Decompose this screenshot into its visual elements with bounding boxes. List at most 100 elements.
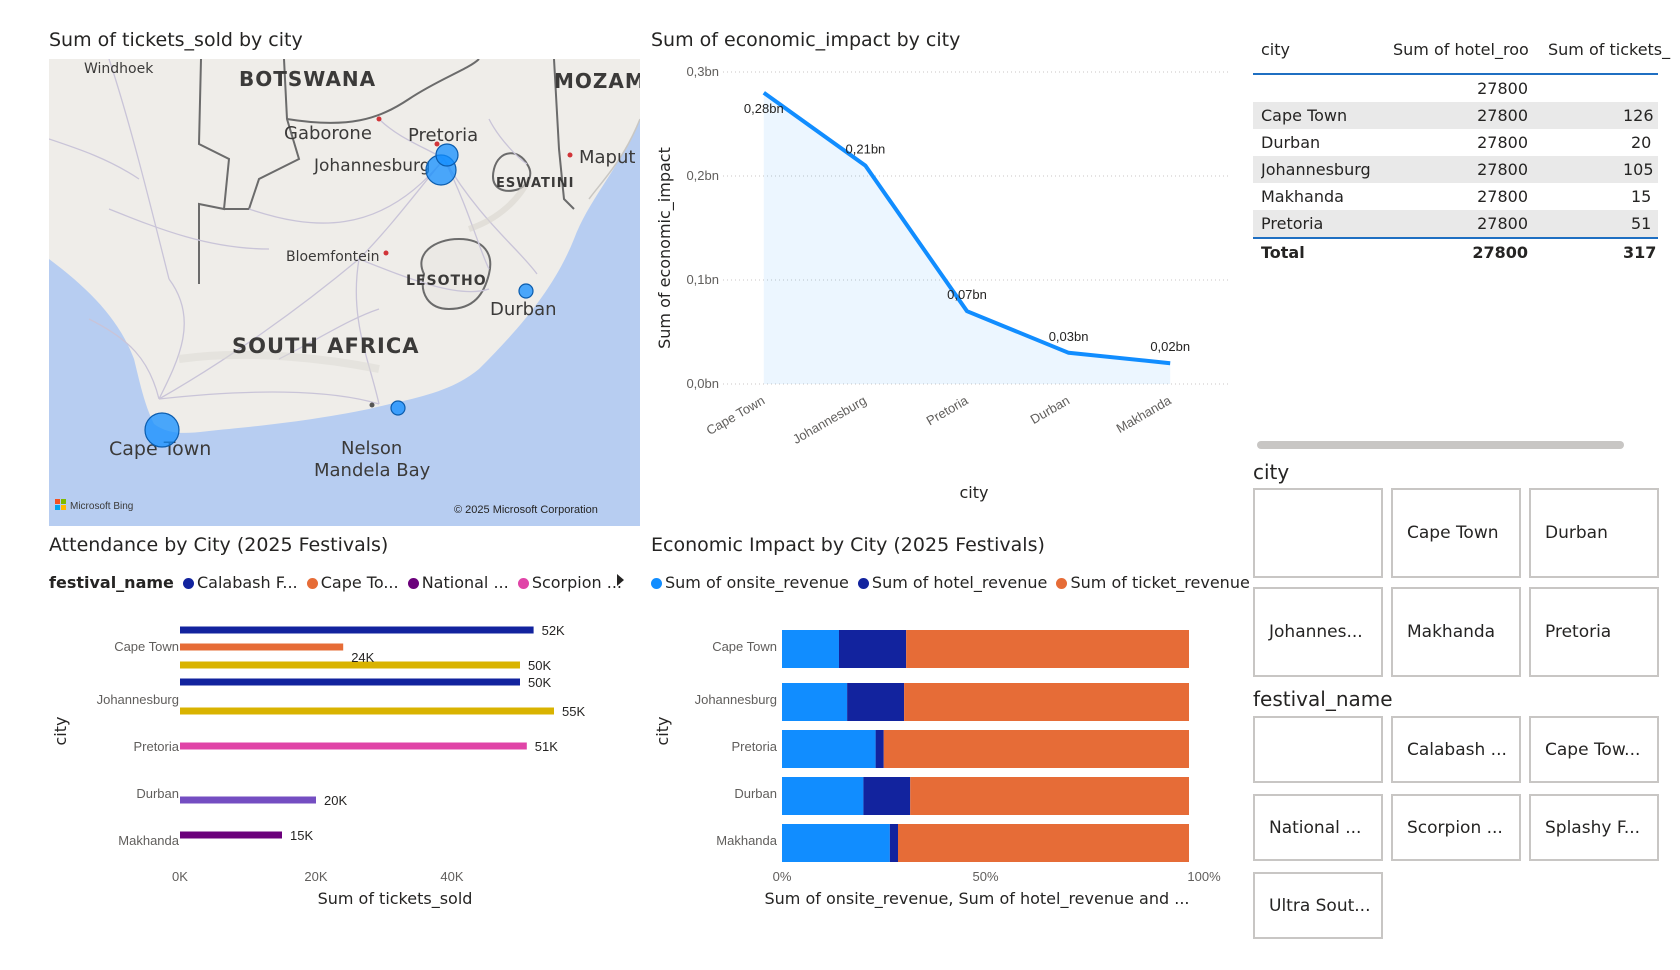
- attendance-chart-title: Attendance by City (2025 Festivals): [49, 534, 389, 556]
- map-label-cape-town: Cape Town: [109, 438, 211, 460]
- bar-label: 15K: [290, 828, 313, 843]
- cell-city: Pretoria: [1261, 214, 1324, 233]
- stack-segment-johannesburg-0[interactable]: [782, 683, 848, 721]
- stack-segment-cape-town-0[interactable]: [782, 630, 839, 668]
- festival-slicer-tile-scorpion[interactable]: Scorpion ...: [1391, 794, 1521, 861]
- legend-item-onsite-revenue[interactable]: Sum of onsite_revenue: [665, 573, 849, 592]
- line-chart-gridlines: [723, 71, 1231, 385]
- stack-segment-durban-0[interactable]: [782, 777, 864, 815]
- line-chart-y-title: Sum of economic_impact: [655, 147, 675, 349]
- road-network: [49, 59, 538, 405]
- legend-dot-icon: [407, 578, 419, 589]
- table-row[interactable]: Pretoria 27800 51: [1253, 210, 1658, 237]
- attendance-bars[interactable]: [180, 626, 554, 839]
- line-chart-title: Sum of economic_impact by city: [651, 29, 961, 51]
- economic-chart-title: Economic Impact by City (2025 Festivals): [651, 534, 1045, 556]
- gaborone-marker: [376, 116, 382, 122]
- legend-item-hotel-revenue[interactable]: Sum of hotel_revenue: [871, 573, 1048, 592]
- legend-item-scorpion[interactable]: Scorpion ...: [531, 573, 623, 592]
- stack-segment-durban-1[interactable]: [863, 777, 911, 815]
- bar-durban[interactable]: [180, 796, 316, 804]
- legend-item-national[interactable]: National ...: [421, 573, 509, 592]
- bar-label: 50K: [528, 675, 551, 690]
- x-tick-makhanda: Makhanda: [1114, 392, 1175, 436]
- data-label-makhanda: 0,02bn: [1150, 339, 1190, 354]
- festival-slicer-tile-splashy[interactable]: Splashy F...: [1529, 794, 1659, 861]
- bar-johannesburg-festival-2[interactable]: [180, 707, 554, 715]
- table-horizontal-scrollbar[interactable]: [1257, 441, 1624, 449]
- stack-segment-makhanda-2[interactable]: [897, 824, 1189, 862]
- legend-item-cape-town[interactable]: Cape To...: [320, 573, 399, 592]
- map-label-mandela-bay: Mandela Bay: [314, 460, 431, 481]
- legend-item-calabash[interactable]: Calabash F...: [196, 573, 298, 592]
- city-slicer-tile-johannesburg[interactable]: Johannes...: [1253, 587, 1383, 677]
- stack-segment-durban-2[interactable]: [910, 777, 1189, 815]
- stack-segment-makhanda-1[interactable]: [889, 824, 898, 862]
- bubble-makhanda[interactable]: [390, 400, 406, 416]
- economic-bars[interactable]: [782, 630, 1189, 862]
- festival-slicer-tile-calabash[interactable]: Calabash ...: [1391, 716, 1521, 783]
- bubble-cape-town[interactable]: [144, 412, 180, 448]
- line-chart-x-axis: Cape Town Johannesburg Pretoria Durban M…: [704, 392, 1175, 447]
- stack-segment-johannesburg-2[interactable]: [904, 683, 1189, 721]
- map-label-johannesburg: Johannesburg: [313, 156, 431, 176]
- stack-segment-cape-town-2[interactable]: [906, 630, 1189, 668]
- economic-stacked-bar-chart[interactable]: Cape Town Johannesburg Pretoria Durban M…: [651, 600, 1247, 940]
- bar-johannesburg-calabash[interactable]: [180, 678, 520, 686]
- table-row[interactable]: Makhanda 27800 15: [1253, 183, 1658, 210]
- bubble-durban[interactable]: [518, 283, 534, 299]
- bar-cape-town-cape-town-festival[interactable]: [180, 643, 344, 651]
- pretoria-marker: [434, 141, 440, 147]
- legend-next-arrow-icon[interactable]: [617, 574, 624, 586]
- col-header-city[interactable]: city: [1261, 40, 1290, 59]
- data-table[interactable]: city Sum of hotel_rooms Sum of tickets_ …: [1253, 35, 1670, 266]
- table-row[interactable]: Durban 27800 20: [1253, 129, 1658, 156]
- festival-slicer-tile-national[interactable]: National ...: [1253, 794, 1383, 861]
- stack-segment-pretoria-2[interactable]: [883, 730, 1189, 768]
- bar-makhanda-national[interactable]: [180, 831, 282, 839]
- eswatini-border: [492, 152, 532, 192]
- festival-slicer-tile-cape-town[interactable]: Cape Tow...: [1529, 716, 1659, 783]
- bubble-map[interactable]: Windhoek BOTSWANA MOZAM Gaborone Pretori…: [49, 59, 640, 526]
- stack-segment-pretoria-1[interactable]: [875, 730, 884, 768]
- economic-y-title: city: [653, 717, 672, 746]
- festival-slicer-tile-ultra-south-africa[interactable]: Ultra Sout...: [1253, 872, 1383, 939]
- table-row[interactable]: Cape Town 27800 126: [1253, 102, 1658, 129]
- line-chart[interactable]: 0,3bn 0,2bn 0,1bn 0,0bn Cape Town Johann…: [651, 58, 1247, 528]
- stack-segment-johannesburg-1[interactable]: [847, 683, 905, 721]
- stack-segment-pretoria-0[interactable]: [782, 730, 876, 768]
- attendance-bar-chart[interactable]: Cape Town Johannesburg Pretoria Durban M…: [49, 600, 639, 940]
- map-label-botswana: BOTSWANA: [239, 67, 376, 91]
- col-header-hotel-rooms[interactable]: Sum of hotel_rooms: [1393, 40, 1528, 59]
- map-label-gaborone: Gaborone: [284, 123, 372, 144]
- city-slicer-tile-cape-town[interactable]: Cape Town: [1391, 488, 1521, 578]
- city-slicer-tile-makhanda[interactable]: Makhanda: [1391, 587, 1521, 677]
- y-tick-0: 0,3bn: [686, 64, 719, 79]
- bubble-pretoria[interactable]: [435, 143, 459, 167]
- stack-segment-cape-town-1[interactable]: [838, 630, 907, 668]
- table-row[interactable]: Johannesburg 27800 105: [1253, 156, 1658, 183]
- bar-cape-town-calabash[interactable]: [180, 626, 534, 634]
- map-label-lesotho: LESOTHO: [406, 273, 487, 289]
- bar-pretoria-scorpion[interactable]: [180, 742, 527, 750]
- city-slicer-tile-durban[interactable]: Durban: [1529, 488, 1659, 578]
- line-chart-series[interactable]: [762, 91, 1171, 366]
- zimbabwe-border: [286, 59, 480, 124]
- festival-slicer-label: festival_name: [1253, 687, 1393, 711]
- festival-slicer-tile-blank[interactable]: [1253, 716, 1383, 783]
- city-slicer-tile-blank[interactable]: [1253, 488, 1383, 578]
- legend-item-ticket-revenue[interactable]: Sum of ticket_revenue: [1070, 573, 1250, 592]
- map-label-windhoek: Windhoek: [84, 61, 154, 77]
- attendance-x-title: Sum of tickets_sold: [318, 889, 473, 909]
- cell-tickets: 105: [1623, 160, 1654, 179]
- city-slicer-tile-pretoria[interactable]: Pretoria: [1529, 587, 1659, 677]
- table-header: city Sum of hotel_rooms Sum of tickets_: [1253, 35, 1670, 75]
- bar-label: 51K: [535, 739, 558, 754]
- cat-pretoria: Pretoria: [133, 739, 179, 754]
- stack-segment-makhanda-0[interactable]: [782, 824, 890, 862]
- bar-cape-town-festival-3[interactable]: [180, 661, 520, 669]
- table-row[interactable]: 27800: [1253, 75, 1658, 102]
- col-header-tickets[interactable]: Sum of tickets_: [1548, 40, 1671, 59]
- y-tick-2: 0,1bn: [686, 272, 719, 287]
- legend-dot-icon: [1056, 578, 1068, 589]
